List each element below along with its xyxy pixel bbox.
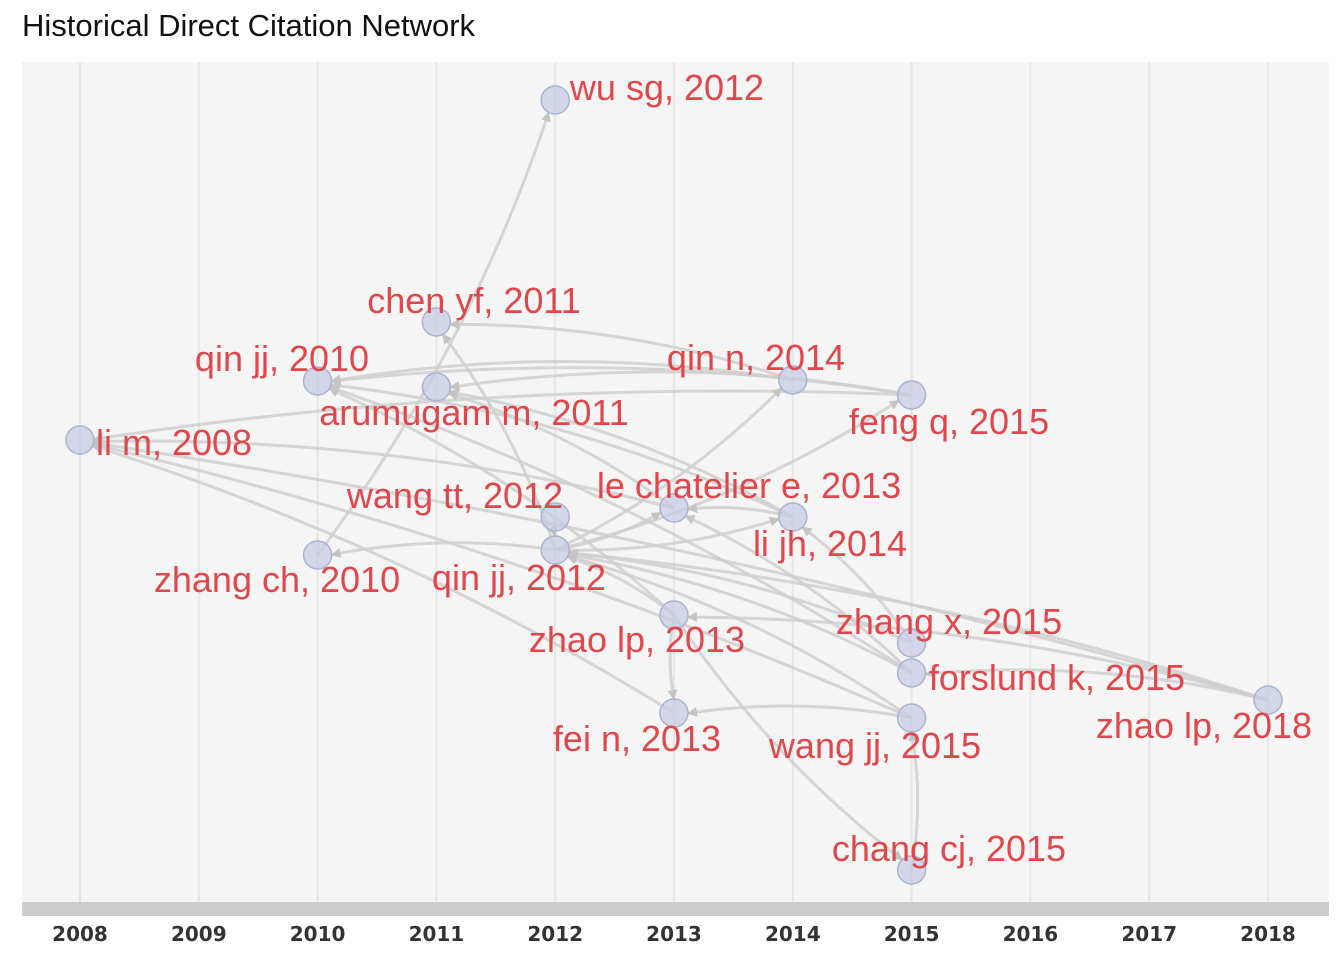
node-label-qinjj2012: qin jj, 2012 [432,557,606,598]
citation-edge [448,388,794,519]
node-label-zhaolp2018: zhao lp, 2018 [1096,705,1312,746]
citation-edge [449,319,794,382]
citation-edge [447,391,675,510]
x-tick-label: 2010 [290,922,346,946]
citation-edge [91,443,675,715]
citation-edge [567,551,913,675]
citation-edge [566,553,913,720]
grid-lines [79,62,1269,902]
node-label-forslund2015: forslund k, 2015 [929,657,1185,698]
node-label-wangjj2015: wang jj, 2015 [768,725,981,766]
x-tick-label: 2009 [171,922,227,946]
x-tick-label: 2011 [409,922,465,946]
x-tick-label: 2018 [1240,922,1296,946]
node-label-wusg2012: wu sg, 2012 [569,67,764,108]
citation-edge [672,614,903,861]
node-label-wangtt2012: wang tt, 2012 [346,475,563,516]
node-wangjj2015[interactable] [896,703,927,733]
node-forslund2015[interactable] [896,658,927,688]
node-arumugam2011[interactable] [421,372,452,402]
node-label-fengq2015: feng q, 2015 [849,401,1049,442]
node-qinn2014[interactable] [778,365,808,395]
x-axis-bar [22,902,1329,916]
x-tick-label: 2017 [1121,922,1177,946]
node-zhaolp2018[interactable] [1253,685,1283,715]
node-lim2008[interactable] [65,425,95,455]
node-lijh2014[interactable] [778,502,808,532]
x-axis-ticks: 2008 2009 2010 2011 2012 2013 2014 2015 2016 2017… [52,922,1296,946]
citation-edge [554,387,783,552]
node-zhaolp2013[interactable] [659,600,689,630]
x-tick-label: 2016 [1003,922,1059,946]
citation-edge [328,387,676,617]
citation-edge [330,380,794,519]
citation-edge [330,359,794,385]
node-wusg2012[interactable] [540,85,570,115]
citation-edge [567,548,1269,702]
node-label-lim2008: li m, 2008 [96,422,252,463]
citation-edge [687,704,912,720]
node-label-zhangx2015: zhang x, 2015 [836,601,1062,642]
label-layer: wu sg, 2012 chen yf, 2011 qin jj, 2010 qin … [96,67,1312,869]
node-changcj2015[interactable] [896,855,927,885]
citation-edge [449,370,912,397]
node-label-arumugam2011: arumugam m, 2011 [319,392,628,433]
node-label-qinjj2010: qin jj, 2010 [195,338,369,379]
citation-edge [92,441,913,720]
node-label-qinn2014: qin n, 2014 [667,337,845,378]
citation-edge [92,439,1269,702]
citation-edge [908,731,920,871]
node-label-zhaolp2013: zhao lp, 2013 [529,619,745,660]
x-tick-label: 2014 [765,922,821,946]
x-tick-label: 2012 [527,922,583,946]
citation-edge [686,612,1269,702]
node-label-zhangch2010: zhang ch, 2010 [154,559,400,600]
citation-edge [330,541,556,558]
node-qinjj2012[interactable] [540,535,570,565]
node-label-lijh2014: li jh, 2014 [753,523,907,564]
x-tick-label: 2015 [884,922,940,946]
node-qinjj2010[interactable] [302,366,333,396]
chart-title: Historical Direct Citation Network [22,8,476,43]
node-lechatelier2013[interactable] [659,493,689,523]
x-tick-label: 2013 [646,922,702,946]
x-tick-label: 2008 [52,922,108,946]
node-chenyf2011[interactable] [421,307,452,337]
citation-edge [92,436,675,510]
node-label-fein2013: fei n, 2013 [553,718,721,759]
node-zhangx2015[interactable] [896,628,927,658]
node-label-lechatelier2013: le chatelier e, 2013 [597,465,901,506]
citation-edge [924,668,1269,702]
node-fein2013[interactable] [659,698,689,728]
citation-edge [555,516,780,552]
node-wangtt2012[interactable] [540,502,570,532]
node-label-changcj2015: chang cj, 2015 [832,828,1066,869]
node-label-chenyf2011: chen yf, 2011 [367,280,581,321]
node-fengq2015[interactable] [896,380,927,410]
node-zhangch2010[interactable] [302,540,333,570]
node-layer [65,85,1283,885]
